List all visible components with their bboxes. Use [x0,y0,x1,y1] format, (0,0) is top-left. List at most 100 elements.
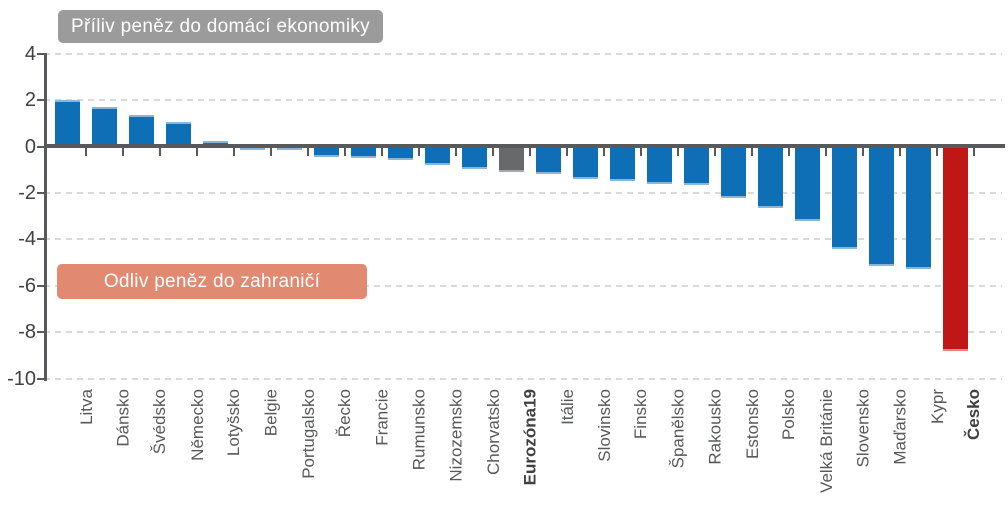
gridline [44,52,1002,55]
bar-Nizozemsko [424,145,450,166]
x-axis-label-Maďarsko: Maďarsko [890,389,910,465]
x-axis-tick [121,146,124,156]
x-axis-tick [343,146,346,156]
bar-Polsko [757,145,783,208]
bar-Řecko [313,145,339,157]
bar-Rumunsko [387,145,413,161]
y-axis-tick [37,145,44,148]
x-axis-label-Polsko: Polsko [779,389,799,441]
y-axis-tick [37,238,44,241]
bar-Litva [54,100,80,149]
inflow-annotation-box: Příliv peněz do domácí ekonomiky [58,10,383,43]
x-axis-tick [84,146,87,156]
x-axis-label-Chorvatsko: Chorvatsko [483,389,503,475]
x-axis-label-Lotyšsko: Lotyšsko [224,389,244,457]
y-axis-tick-label: 0 [24,135,36,158]
x-axis-tick [306,146,309,156]
bar-Francie [350,145,376,159]
y-axis-tick [37,99,44,102]
x-axis-label-Estonsko: Estonsko [742,389,762,459]
gridline [44,99,1002,102]
x-axis-tick [639,146,642,156]
gridline [44,331,1002,334]
x-axis-tick [232,146,235,156]
bar-Česko [942,145,968,351]
bar-Maďarsko [868,145,894,266]
x-axis-tick [380,146,383,156]
bar-Slovinsko [572,145,598,179]
x-axis-tick [417,146,420,156]
x-axis-tick [787,146,790,156]
x-axis-tick [158,146,161,156]
bar-Velká Británie [794,145,820,221]
bar-Dánsko [91,107,117,149]
x-axis-tick [491,146,494,156]
x-axis-label-Francie: Francie [372,389,392,446]
x-axis-tick [528,146,531,156]
x-axis-tick [824,146,827,156]
gridline [44,191,1002,194]
y-axis-tick-label: -4 [18,228,36,251]
x-axis-tick [454,146,457,156]
y-axis-tick-label: 4 [24,42,36,65]
x-axis-tick [713,146,716,156]
gridline [44,377,1002,380]
bar-Kypr [905,145,931,270]
y-axis-tick-label: -8 [18,321,36,344]
x-axis-label-Belgie: Belgie [261,389,281,437]
x-axis-label-Slovensko: Slovensko [853,389,873,468]
x-axis-tick [972,146,975,156]
x-axis-tick [676,146,679,156]
x-axis-label-Nizozemsko: Nizozemsko [446,389,466,482]
x-axis-tick [565,146,568,156]
bar-Finsko [609,145,635,182]
x-axis-label-Rakousko: Rakousko [705,389,725,465]
x-axis-label-Litva: Litva [76,389,96,425]
bar-Itálie [535,145,561,175]
y-axis-tick [37,377,44,380]
x-axis-tick [861,146,864,156]
zero-axis-line [44,144,1005,148]
gridline [44,284,1002,287]
x-axis-label-Řecko: Řecko [335,389,355,438]
y-axis-tick-label: 2 [24,89,36,112]
y-axis-line [44,53,47,381]
y-axis-tick [37,191,44,194]
x-axis-label-Portugalsko: Portugalsko [298,389,318,479]
bar-Estonsko [720,145,746,198]
x-axis-tick [602,146,605,156]
y-axis-tick-label: -2 [18,181,36,204]
bar-Švédsko [128,115,154,149]
y-axis-tick-label: -6 [18,274,36,297]
x-axis-label-Rumunsko: Rumunsko [409,389,429,471]
x-axis-tick [750,146,753,156]
x-axis-tick [935,146,938,156]
x-axis-label-Slovinsko: Slovinsko [594,389,614,462]
x-axis-label-Itálie: Itálie [557,389,577,425]
bar-Eurozóna19 [498,145,524,173]
bar-Slovensko [831,145,857,249]
x-axis-tick [898,146,901,156]
x-axis-label-Německo: Německo [187,389,207,461]
x-axis-label-Eurozóna19: Eurozóna19 [520,389,540,486]
y-axis-tick [37,52,44,55]
gridline [44,238,1002,241]
outflow-annotation-box: Odliv peněz do zahraničí [57,264,367,299]
bar-Rakousko [683,145,709,185]
y-axis-tick-label: -10 [7,367,36,390]
bar-Chorvatsko [461,145,487,169]
x-axis-label-Španělsko: Španělsko [668,389,688,469]
y-axis-tick [37,284,44,287]
x-axis-tick [269,146,272,156]
bar-Španělsko [646,145,672,184]
x-axis-label-Česko: Česko [964,389,984,441]
x-axis-label-Finsko: Finsko [631,389,651,440]
x-axis-label-Velká Británie: Velká Británie [816,389,836,493]
x-axis-label-Švédsko: Švédsko [150,389,170,455]
y-axis-tick [37,331,44,334]
x-axis-label-Dánsko: Dánsko [113,389,133,447]
x-axis-tick [195,146,198,156]
x-axis-label-Kypr: Kypr [927,389,947,424]
